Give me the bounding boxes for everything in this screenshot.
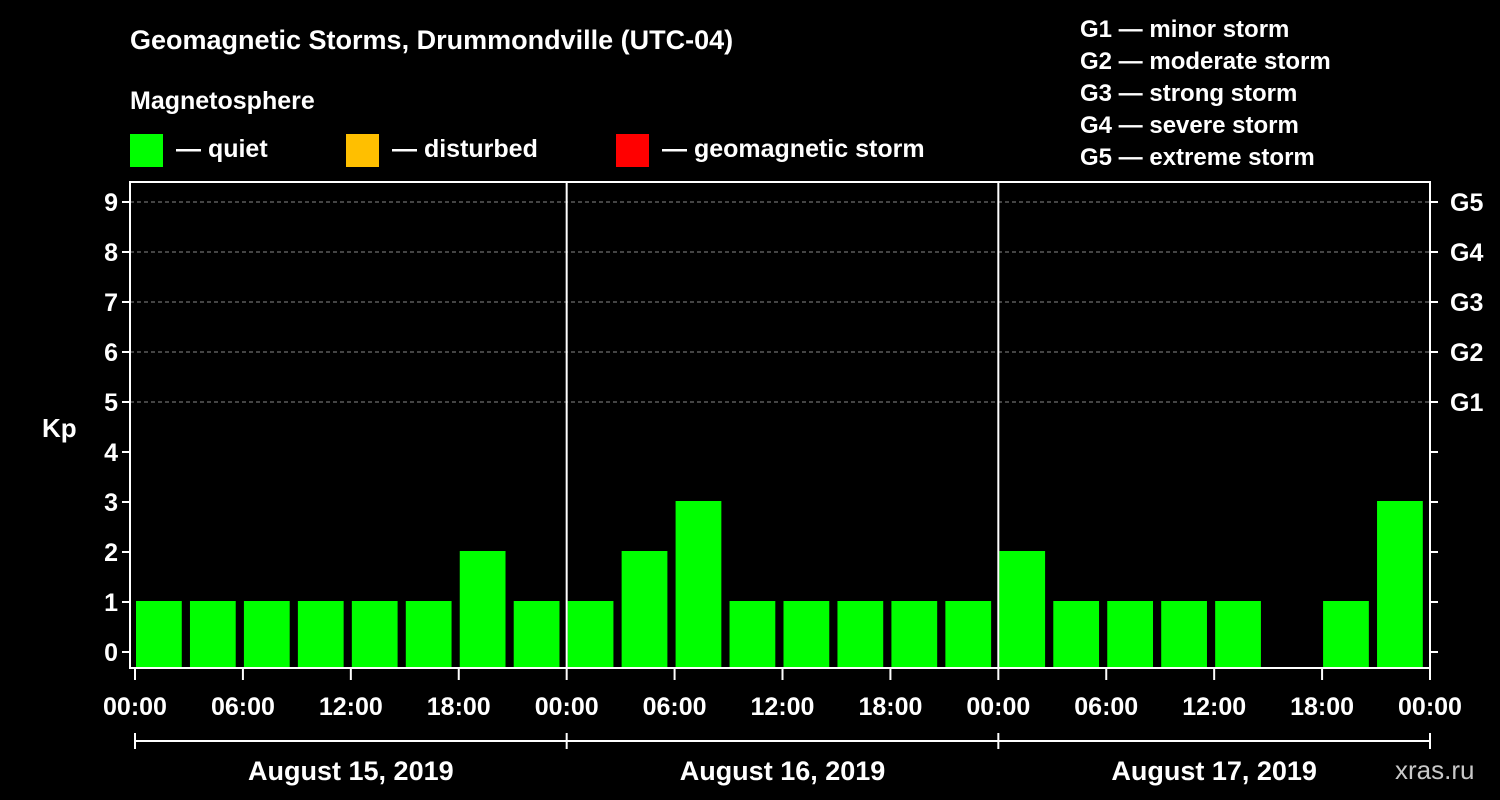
kp-bar — [351, 601, 398, 668]
y-tick-label: 9 — [104, 189, 118, 217]
y-tick-label: 8 — [104, 239, 118, 267]
g-scale-label-g4: G4 — [1450, 239, 1483, 267]
kp-bar — [297, 601, 344, 668]
kp-bar — [567, 601, 614, 668]
storm-scale-g3: G3 — strong storm — [1080, 80, 1297, 107]
x-tick-label: 00:00 — [1398, 693, 1462, 721]
x-tick-label: 18:00 — [858, 693, 922, 721]
kp-bar — [1053, 601, 1100, 668]
right-axis: G1 G2 G3 G4 G5 — [1430, 189, 1483, 653]
x-tick-label: 12:00 — [1182, 693, 1246, 721]
y-tick-label: 2 — [104, 539, 118, 567]
y-tick-label: 6 — [104, 339, 118, 367]
legend-label-quiet: — quiet — [176, 135, 268, 163]
chart-subtitle: Magnetosphere — [130, 87, 315, 115]
kp-bar — [1215, 601, 1261, 668]
kp-bar — [675, 501, 722, 668]
legend-swatch-quiet — [130, 134, 163, 167]
x-axis: 00:00 06:00 12:00 18:00 00:00 06:00 12:00 18:00… — [103, 668, 1462, 721]
x-tick-label: 00:00 — [535, 693, 599, 721]
x-tick-label: 12:00 — [319, 693, 383, 721]
left-axis: 0 1 2 3 4 5 6 7 8 9 — [104, 189, 130, 667]
kp-bar — [999, 551, 1046, 668]
x-tick-label: 06:00 — [211, 693, 275, 721]
day-label: August 16, 2019 — [680, 756, 886, 786]
kp-bar — [1161, 601, 1207, 668]
y-axis-label: Kp — [42, 413, 77, 443]
kp-bar — [243, 601, 290, 668]
plot-frame — [129, 181, 1431, 669]
kp-bar — [783, 601, 830, 668]
y-tick-label: 5 — [104, 389, 118, 417]
x-tick-label: 00:00 — [103, 693, 167, 721]
storm-scale-g2: G2 — moderate storm — [1080, 48, 1331, 75]
watermark: xras.ru — [1395, 755, 1474, 785]
legend-label-disturbed: — disturbed — [392, 135, 538, 163]
legend: — quiet — disturbed — geomagnetic storm — [130, 134, 925, 167]
kp-bar — [729, 601, 776, 668]
kp-bar — [405, 601, 452, 668]
g-scale-label-g5: G5 — [1450, 189, 1483, 217]
y-tick-label: 1 — [104, 589, 118, 617]
x-tick-label: 12:00 — [751, 693, 815, 721]
kp-bar — [189, 601, 236, 668]
kp-bar — [891, 601, 938, 668]
kp-bar — [1377, 501, 1423, 668]
storm-scale-g4: G4 — severe storm — [1080, 112, 1299, 139]
kp-bar — [1323, 601, 1369, 668]
g-scale-label-g1: G1 — [1450, 389, 1483, 417]
day-separators — [565, 182, 1000, 668]
y-tick-label: 3 — [104, 489, 118, 517]
kp-bar — [621, 551, 668, 668]
x-tick-label: 18:00 — [427, 693, 491, 721]
day-label: August 17, 2019 — [1111, 756, 1317, 786]
kp-bar — [837, 601, 884, 668]
day-label: August 15, 2019 — [248, 756, 454, 786]
kp-bar — [1107, 601, 1154, 668]
legend-label-storm: — geomagnetic storm — [662, 135, 925, 163]
bars — [136, 501, 1423, 668]
g-scale-label-g3: G3 — [1450, 289, 1483, 317]
x-tick-label: 00:00 — [966, 693, 1030, 721]
legend-swatch-storm — [616, 134, 649, 167]
chart-title: Geomagnetic Storms, Drummondville (UTC-0… — [130, 25, 733, 55]
g-scale-label-g2: G2 — [1450, 339, 1483, 367]
y-tick-label: 0 — [104, 639, 118, 667]
kp-bar — [136, 601, 182, 668]
x-tick-label: 06:00 — [1074, 693, 1138, 721]
storm-scale-g5: G5 — extreme storm — [1080, 144, 1315, 171]
storm-scale-legend: G1 — minor storm G2 — moderate storm G3 … — [1080, 16, 1331, 171]
kp-bar — [513, 601, 560, 668]
x-tick-label: 06:00 — [643, 693, 707, 721]
y-tick-label: 4 — [104, 439, 118, 467]
legend-swatch-disturbed — [346, 134, 379, 167]
day-axis: August 15, 2019 August 16, 2019 August 17,… — [134, 733, 1431, 786]
x-tick-label: 18:00 — [1290, 693, 1354, 721]
kp-bar — [459, 551, 506, 668]
y-tick-label: 7 — [104, 289, 118, 317]
storm-scale-g1: G1 — minor storm — [1080, 16, 1289, 43]
kp-bar — [945, 601, 992, 668]
